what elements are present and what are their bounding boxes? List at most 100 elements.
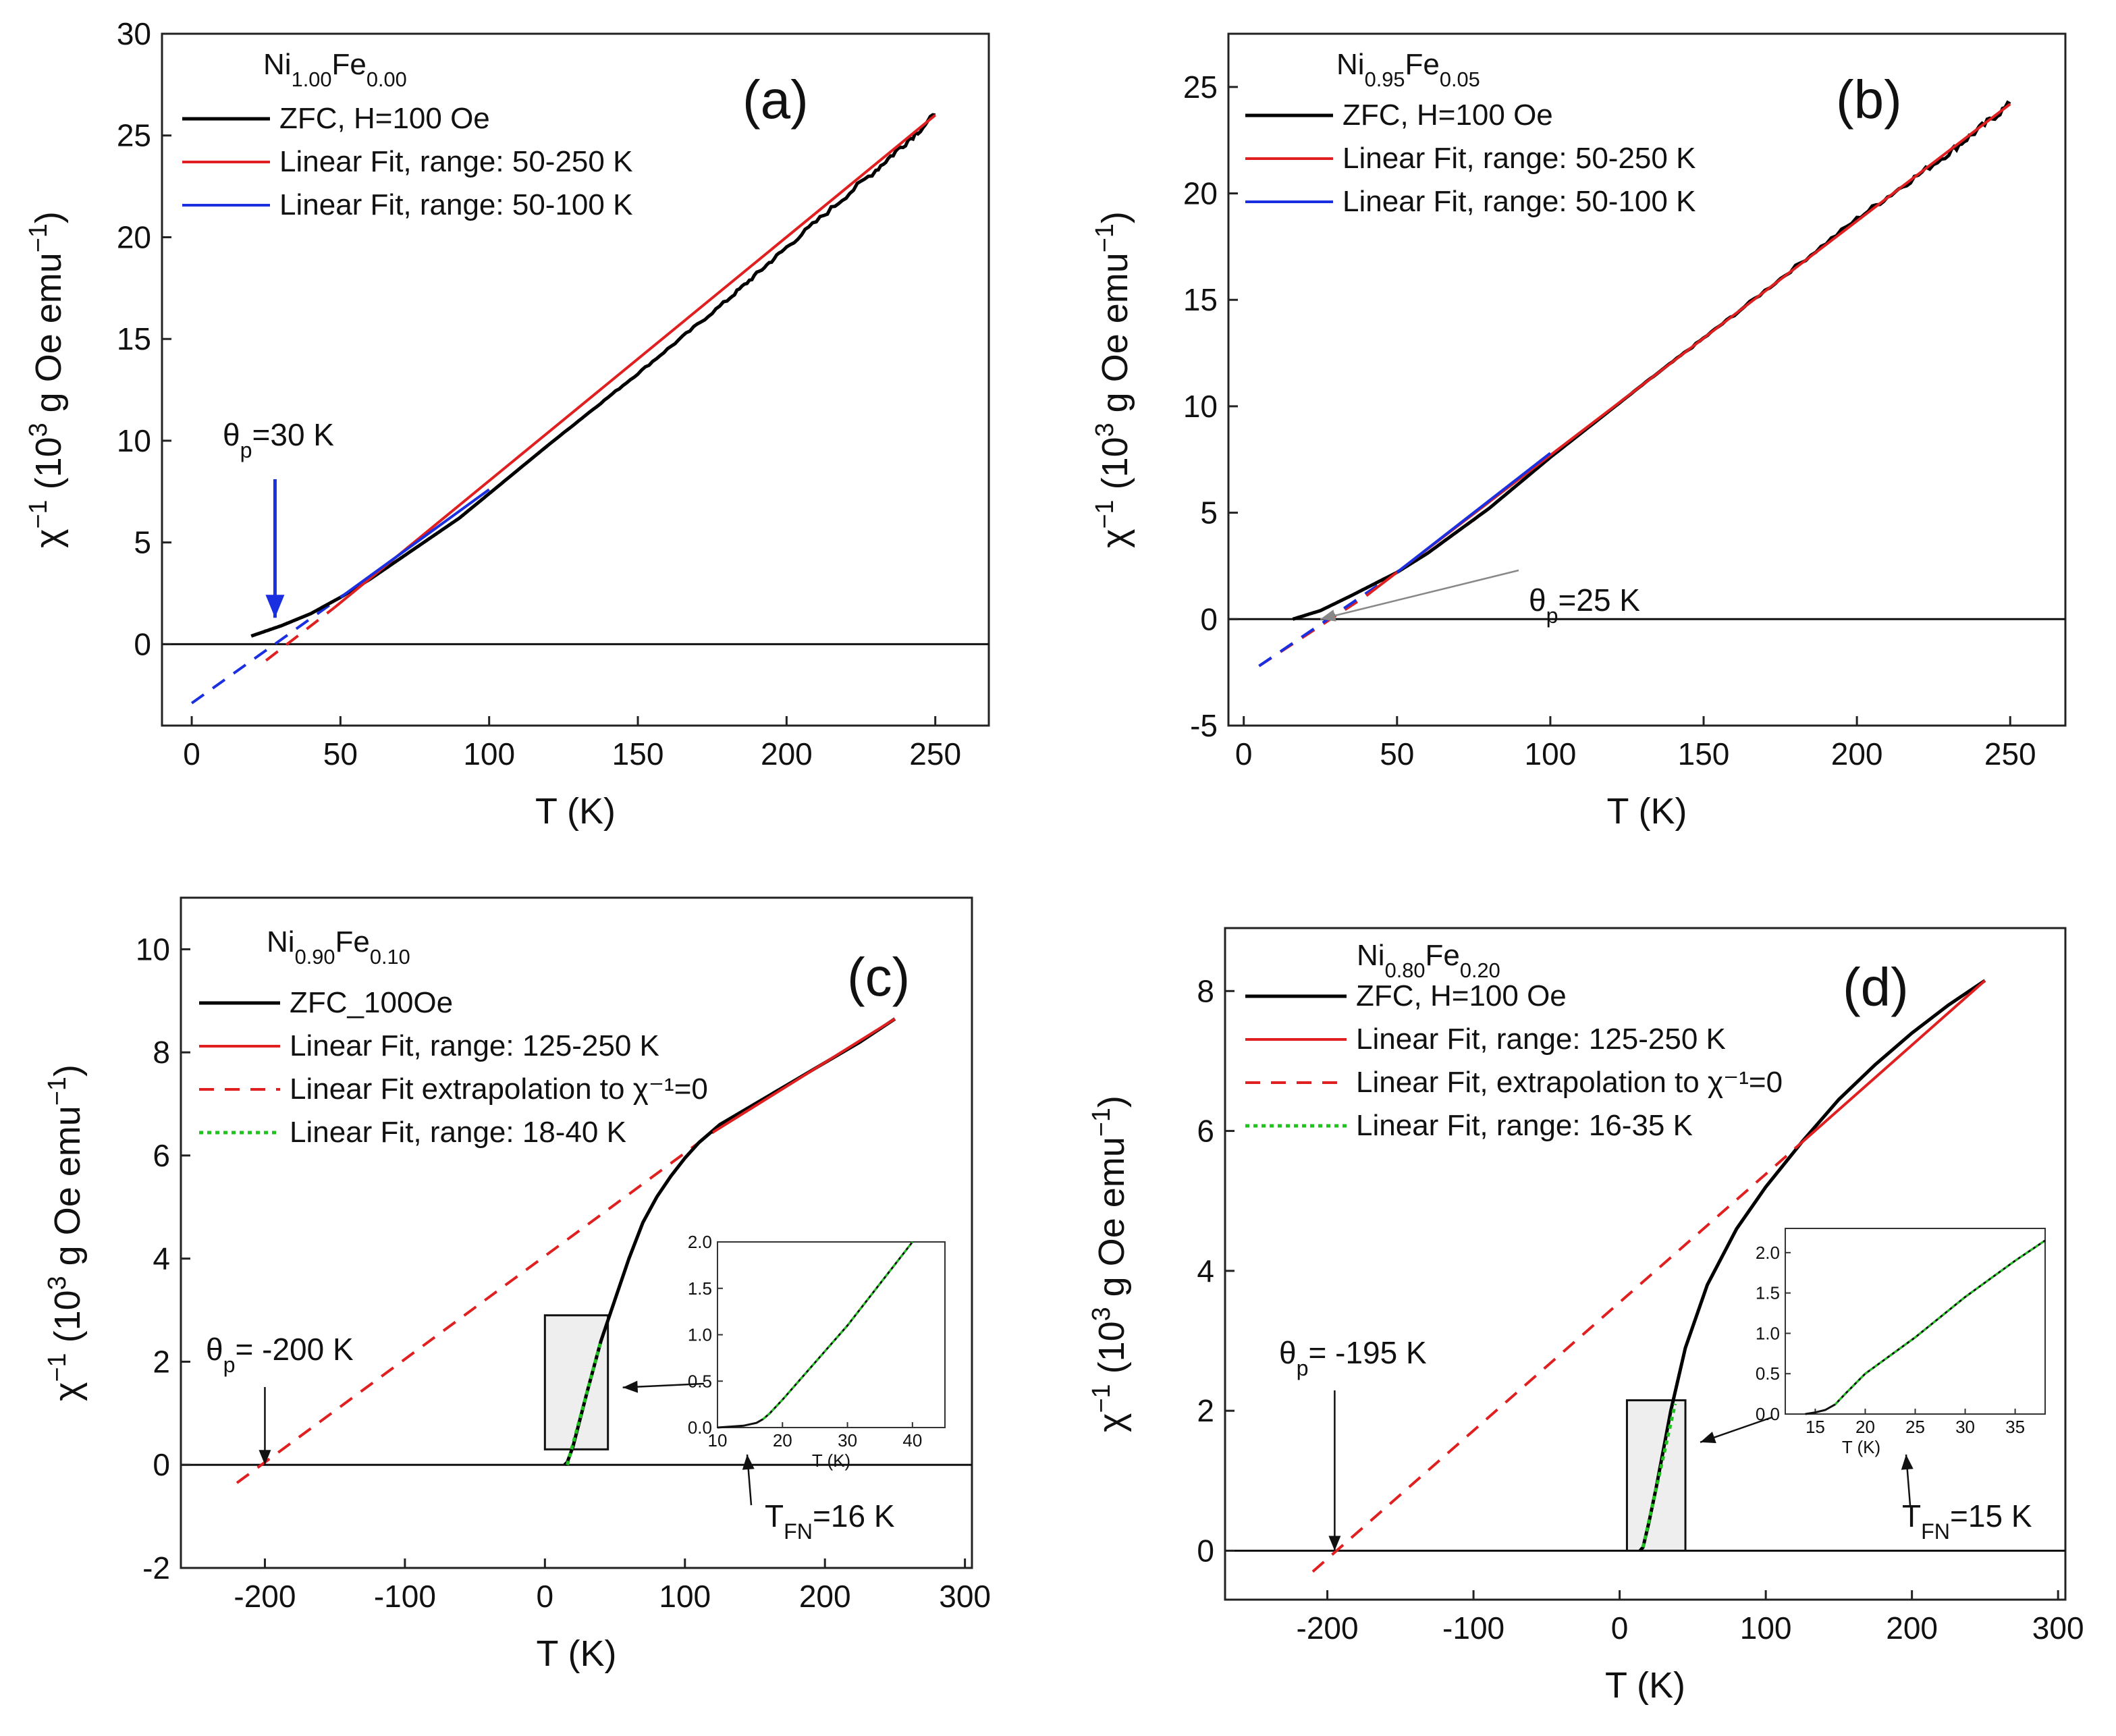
y-tick-label: 5 — [1200, 495, 1218, 531]
legend-entry: Linear Fit, range: 125-250 K — [1356, 1023, 1726, 1056]
x-tick-label: 50 — [1380, 736, 1414, 771]
y-tick-label: 6 — [153, 1138, 170, 1173]
x-axis-title: T (K) — [1605, 1665, 1685, 1706]
plot-area — [1225, 979, 2065, 1573]
inset-y-tick-label: 0.5 — [688, 1371, 712, 1391]
x-axis-title: T (K) — [537, 1633, 617, 1674]
y-tick-label: 4 — [1197, 1253, 1214, 1289]
inset-x-tick-label: 25 — [1905, 1417, 1925, 1437]
y-axis-title: χ−1 (103 g Oe emu−1) — [43, 1064, 88, 1401]
compound-title: Ni1.00Fe0.00 — [263, 48, 407, 91]
inset-y-tick-label: 1.5 — [688, 1278, 712, 1299]
inset-y-tick-label: 1.0 — [1756, 1323, 1780, 1343]
inset-zfc-line — [1805, 1239, 2046, 1415]
series-green — [566, 1340, 603, 1465]
inset-frame — [1785, 1228, 2046, 1415]
x-tick-label: 200 — [1886, 1610, 1938, 1646]
y-tick-label: -2 — [142, 1550, 170, 1585]
inset-x-tick-label: 35 — [2005, 1417, 2025, 1437]
legend-entry: Linear Fit, range: 50-250 K — [279, 145, 632, 178]
legend-entry: ZFC, H=100 Oe — [1356, 979, 1567, 1012]
y-tick-label: 2 — [153, 1344, 170, 1379]
inset-plot: 15 20 25 30 35 0.0 0.5 1.0 1.5 2.0 T (K) — [1756, 1228, 2046, 1457]
x-tick-label: 50 — [323, 736, 358, 771]
series-blue — [340, 488, 490, 599]
series-zfc — [250, 113, 936, 638]
x-tick-label: -200 — [1297, 1610, 1359, 1646]
legend-entry: Linear Fit extrapolation to χ⁻¹=0 — [290, 1073, 708, 1106]
x-tick-label: -200 — [234, 1579, 296, 1614]
panel-c: -200 -100 0 100 200 300 -2 0 2 4 6 8 10 T (K) χ−1 (103… — [43, 896, 991, 1674]
legend-entry: Linear Fit, extrapolation to χ⁻¹=0 — [1356, 1066, 1783, 1099]
extrapolation-line — [236, 1131, 714, 1484]
x-tick-label: 150 — [1678, 736, 1730, 771]
legend-entry: Linear Fit, range: 16-35 K — [1356, 1109, 1693, 1142]
y-tick-label: 10 — [1183, 389, 1218, 424]
extrapolation-line — [265, 606, 335, 662]
y-tick-label: 20 — [117, 219, 151, 254]
x-tick-label: 250 — [1984, 736, 2036, 771]
y-tick-label: 0 — [1200, 601, 1218, 636]
inset-x-tick-label: 15 — [1806, 1417, 1825, 1437]
arrow-head — [1901, 1455, 1914, 1470]
y-tick-label: 6 — [1197, 1114, 1214, 1149]
plot-area — [1228, 100, 2065, 668]
legend-entry: ZFC_100Oe — [290, 986, 453, 1019]
arrow-head — [1328, 1536, 1341, 1551]
x-tick-label: 100 — [463, 736, 515, 771]
panel-letter: (c) — [847, 947, 910, 1007]
y-tick-label: 30 — [117, 16, 151, 51]
annotation-theta: θp= -195 K — [1279, 1335, 1427, 1380]
inset-y-tick-label: 1.0 — [688, 1325, 712, 1345]
inset-y-tick-label: 2.0 — [688, 1232, 712, 1252]
y-tick-label: 10 — [136, 931, 170, 967]
y-tick-label: 0 — [153, 1447, 170, 1482]
series-zfc — [1292, 100, 2011, 621]
extrapolation-line — [1311, 1147, 1796, 1573]
annotation-theta: θp=25 K — [1529, 582, 1640, 628]
y-tick-label: 8 — [153, 1035, 170, 1070]
inset-x-tick-label: 20 — [773, 1430, 792, 1450]
arrow-head — [259, 1450, 271, 1465]
panel-letter: (d) — [1843, 957, 1909, 1017]
y-tick-label: -5 — [1190, 708, 1218, 743]
series-red — [1794, 979, 1986, 1149]
y-axis-title: χ−1 (103 g Oe emu−1) — [24, 211, 69, 548]
series-blue — [1396, 452, 1552, 574]
arrow-head — [1700, 1432, 1716, 1444]
series-red — [712, 1017, 896, 1134]
x-axis-title: T (K) — [535, 791, 616, 832]
legend-entry: Linear Fit, range: 18-40 K — [290, 1116, 626, 1149]
x-tick-label: 0 — [1611, 1610, 1629, 1646]
plot-area — [162, 113, 989, 705]
y-tick-label: 4 — [153, 1241, 170, 1276]
plot-frame — [180, 896, 973, 1569]
plot-area — [181, 1017, 972, 1484]
y-axis-title: χ−1 (103 g Oe emu−1) — [1087, 1095, 1132, 1432]
y-tick-label: 15 — [117, 321, 151, 356]
x-tick-label: 300 — [2032, 1610, 2084, 1646]
inset-plot: 10 20 30 40 0.0 0.5 1.0 1.5 2.0 T (K) — [688, 1232, 946, 1471]
y-axis-title: χ−1 (103 g Oe emu−1) — [1091, 211, 1135, 548]
arrow-head — [1320, 609, 1336, 622]
annotation-theta: θp= -200 K — [206, 1332, 354, 1377]
inset-y-tick-label: 1.5 — [1756, 1283, 1780, 1303]
plot-frame — [161, 32, 990, 727]
series-red — [333, 114, 936, 609]
plot-frame — [1224, 927, 2067, 1601]
inset-y-tick-label: 0.0 — [688, 1417, 712, 1438]
x-tick-label: 200 — [761, 736, 813, 771]
annotation-theta: θp=30 K — [223, 417, 334, 462]
compound-title: Ni0.90Fe0.10 — [267, 925, 410, 969]
inset-x-title: T (K) — [812, 1450, 850, 1471]
compound-title: Ni0.80Fe0.20 — [1357, 939, 1500, 982]
inset-y-tick-label: 0.0 — [1756, 1404, 1780, 1424]
x-tick-label: -100 — [374, 1579, 436, 1614]
annotation-arrow — [1320, 569, 1519, 620]
arrow-head — [265, 595, 285, 618]
panel-letter: (a) — [742, 70, 809, 130]
legend-entry: Linear Fit, range: 50-250 K — [1342, 142, 1695, 175]
inset-fit-line — [1834, 1239, 2046, 1405]
y-tick-label: 8 — [1197, 973, 1214, 1008]
